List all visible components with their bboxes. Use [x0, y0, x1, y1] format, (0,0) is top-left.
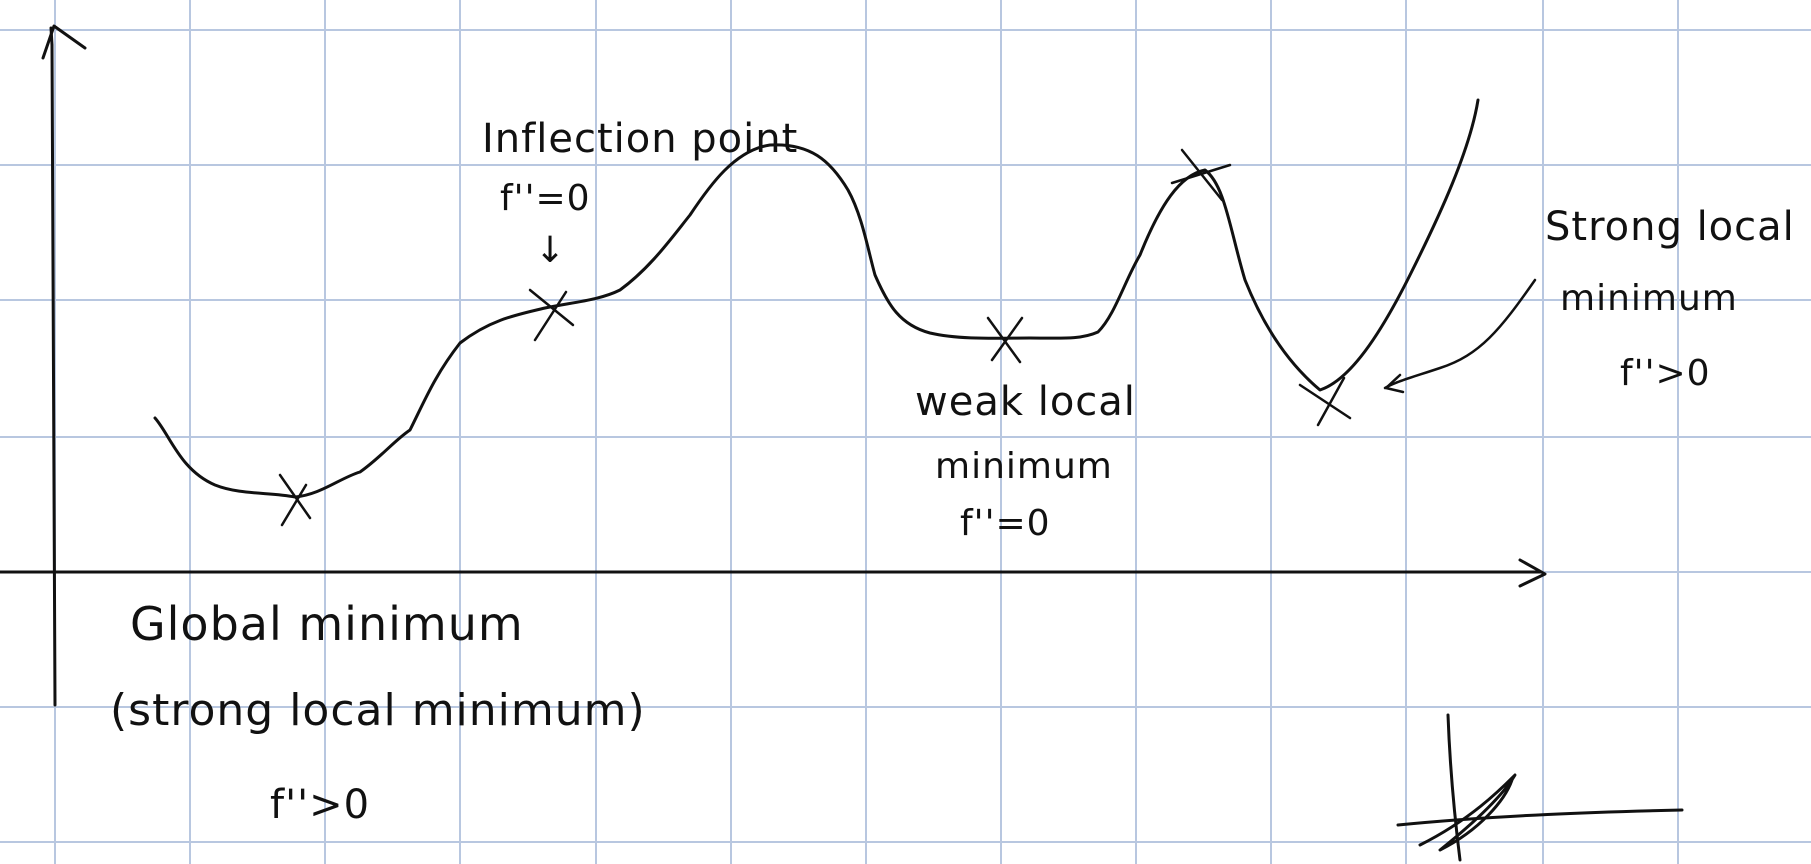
weak-min-line2: minimum [935, 446, 1113, 487]
strong-local-line2: minimum [1560, 278, 1738, 319]
global-min-line1: Global minimum [130, 597, 524, 651]
x-markers [278, 148, 1352, 527]
strong-local-minimum-marker [1298, 376, 1352, 427]
weak-min-annotation: weak local minimum f''=0 [915, 379, 1136, 544]
strong-local-line1: Strong local [1545, 204, 1795, 250]
global-minimum-marker [278, 473, 312, 527]
inflection-point-marker [528, 288, 575, 342]
weak-min-condition: f''=0 [960, 503, 1051, 544]
weak-min-line1: weak local [915, 379, 1136, 425]
axes [0, 24, 1547, 707]
global-min-condition: f''>0 [270, 782, 370, 828]
signature [1396, 713, 1684, 862]
down-arrow-icon: ↓ [535, 230, 566, 271]
strong-local-annotation: Strong local minimum f''>0 [1545, 204, 1795, 394]
x-axis-arrowhead [1518, 558, 1547, 588]
weak-local-minimum-marker [986, 316, 1024, 364]
global-min-line2: (strong local minimum) [110, 685, 646, 736]
local-maximum-marker [1170, 148, 1232, 202]
inflection-title: Inflection point [482, 116, 798, 162]
global-min-annotation: Global minimum (strong local minimum) f'… [110, 597, 646, 828]
y-axis-arrowhead [41, 24, 87, 60]
strong-local-condition: f''>0 [1620, 353, 1711, 394]
inflection-condition: f''=0 [500, 178, 591, 219]
inflection-annotation: Inflection point f''=0 ↓ [482, 116, 798, 271]
strong-min-pointer-arrow [1383, 278, 1537, 394]
function-curve [153, 98, 1480, 499]
